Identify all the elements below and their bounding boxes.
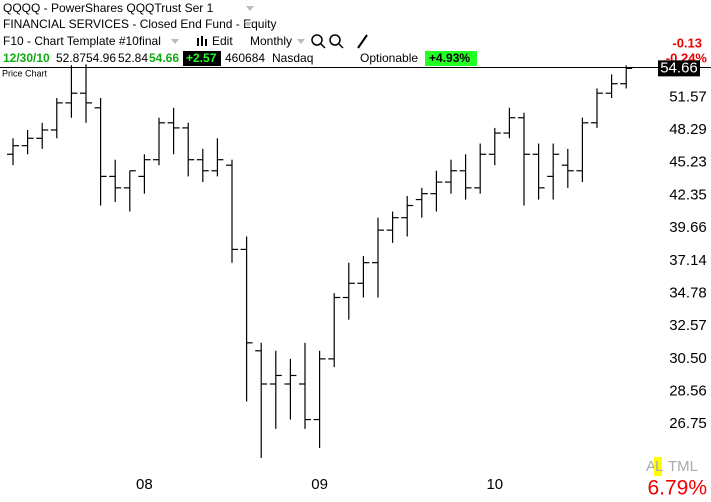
y-tick-label: 45.23 <box>669 154 707 171</box>
open: 52.87 <box>56 51 86 65</box>
date: 12/30/10 <box>3 51 50 65</box>
low: 52.84 <box>118 51 148 65</box>
y-tick-label: 37.14 <box>669 252 707 269</box>
indicator-highlight <box>654 457 662 476</box>
sector: FINANCIAL SERVICES - Closed End Fund - E… <box>3 17 276 31</box>
change-pct-box <box>425 51 477 66</box>
dropdown[interactable] <box>171 39 179 44</box>
high: 54.96 <box>86 51 116 65</box>
pen-icon[interactable] <box>357 34 368 49</box>
indicator-tml: TML <box>668 458 698 475</box>
symbol[interactable]: QQQQ - PowerShares QQQTrust Ser 1 <box>3 1 214 15</box>
change-pct: +4.93% <box>429 51 470 65</box>
change: +2.57 <box>186 51 217 65</box>
last-price-box <box>658 60 700 77</box>
volume: 460684 <box>225 51 265 65</box>
template[interactable]: F10 - Chart Template #10final <box>3 34 161 48</box>
zoom-out[interactable] <box>329 34 344 49</box>
dropdown[interactable] <box>246 6 254 11</box>
indicator-l: L <box>655 458 663 475</box>
y-tick-label: 30.50 <box>669 350 707 367</box>
last-price: 54.66 <box>660 59 698 76</box>
edit[interactable]: Edit <box>212 34 233 48</box>
x-tick-label: 08 <box>136 476 153 493</box>
x-tick-label: 09 <box>311 476 328 493</box>
y-tick-label: 32.57 <box>669 317 707 334</box>
y-tick-label: 26.75 <box>669 415 707 432</box>
exchange: Nasdaq <box>272 51 313 65</box>
dropdown[interactable] <box>297 39 305 44</box>
zoom-in[interactable] <box>311 34 326 49</box>
y-tick-label: 42.35 <box>669 186 707 203</box>
y-tick-label: 39.66 <box>669 219 707 236</box>
edit-icon[interactable] <box>197 36 207 46</box>
change-box <box>183 51 221 66</box>
y-tick-label: 28.56 <box>669 383 707 400</box>
dropdown[interactable] <box>244 22 252 27</box>
y-tick-label: 48.29 <box>669 121 707 138</box>
y-tick-label: 51.57 <box>669 88 707 105</box>
last: 54.66 <box>149 51 179 65</box>
period[interactable]: Monthly <box>250 34 292 48</box>
x-tick-label: 10 <box>486 476 503 493</box>
side-change: -0.13 <box>672 35 702 50</box>
panel-title: Price Chart <box>2 68 48 78</box>
y-tick-label: 34.78 <box>669 284 707 301</box>
optionable: Optionable <box>360 51 418 65</box>
indicator-value: 6.79% <box>647 477 707 500</box>
indicator-a: A <box>646 458 656 475</box>
